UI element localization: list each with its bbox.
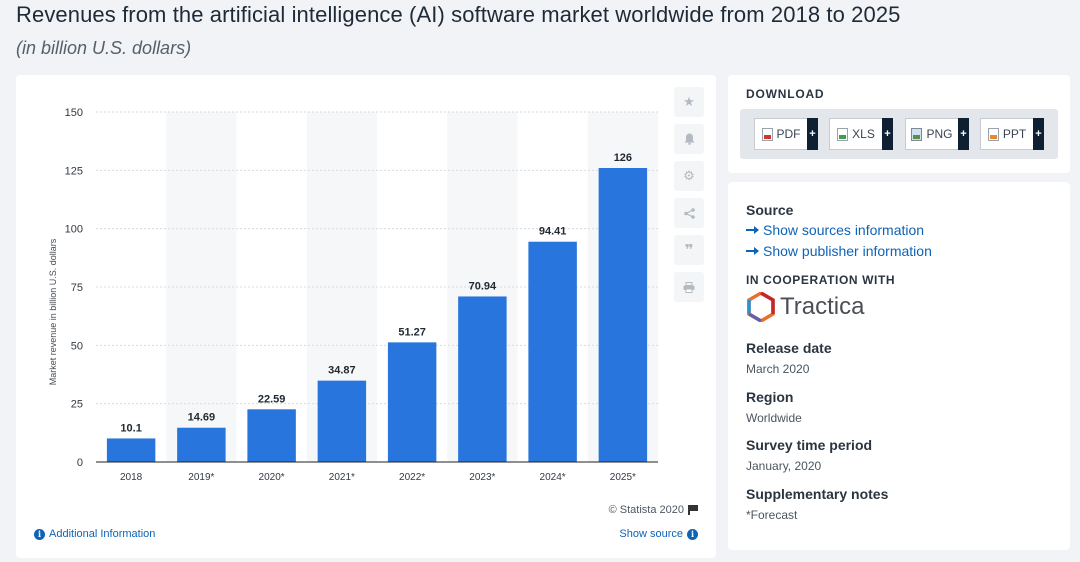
download-pdf-label: PDF <box>776 127 801 141</box>
plus-icon: + <box>882 118 893 150</box>
xls-file-icon <box>837 127 849 141</box>
show-source-label: Show source <box>619 528 683 540</box>
notification-button[interactable] <box>674 124 704 154</box>
png-file-icon <box>911 127 923 141</box>
x-tick-label: 2022* <box>399 472 425 483</box>
y-tick-label: 150 <box>65 107 83 119</box>
y-axis-label: Market revenue in billion U.S. dollars <box>48 238 58 385</box>
data-label: 126 <box>614 152 632 164</box>
download-xls-label: XLS <box>852 127 875 141</box>
info-icon: i <box>34 528 45 540</box>
cooperation-heading: IN COOPERATION WITH <box>746 273 896 287</box>
supplementary-notes-value: *Forecast <box>746 508 798 522</box>
y-tick-label: 100 <box>65 224 83 236</box>
additional-information-label: Additional Information <box>49 528 156 540</box>
data-label: 22.59 <box>258 393 286 405</box>
download-panel: DOWNLOAD PDF + XLS + PNG + <box>728 75 1070 173</box>
pdf-file-icon <box>761 127 773 141</box>
x-tick-label: 2023* <box>469 472 495 483</box>
download-ppt-label: PPT <box>1002 127 1027 141</box>
page-subtitle: (in billion U.S. dollars) <box>16 38 192 58</box>
gear-icon: ⚙ <box>683 168 695 183</box>
show-publisher-link[interactable]: Show publisher information <box>746 243 932 259</box>
quote-icon: ❞ <box>684 242 694 259</box>
x-tick-label: 2025* <box>610 472 636 483</box>
credit-text: © Statista 2020 <box>608 504 684 516</box>
flag-icon <box>688 505 698 515</box>
favorite-button[interactable]: ★ <box>674 87 704 117</box>
ppt-file-icon <box>987 127 999 141</box>
bar <box>528 241 577 462</box>
x-tick-label: 2019* <box>188 472 214 483</box>
plus-icon: + <box>1033 118 1044 150</box>
chart-credit: © Statista 2020 <box>609 504 698 516</box>
data-label: 34.87 <box>328 365 356 377</box>
download-xls-button[interactable]: XLS + <box>829 118 893 150</box>
print-icon <box>683 281 695 293</box>
plus-icon: + <box>807 118 818 150</box>
bar <box>387 342 437 462</box>
info-icon: i <box>687 528 698 540</box>
x-tick-label: 2021* <box>329 472 355 483</box>
data-label: 14.69 <box>188 412 216 424</box>
statistic-info-panel: Source Show sources information Show pub… <box>728 182 1070 550</box>
bar <box>317 380 367 462</box>
chart-card: 0 25 50 75 100 125 150 10.1 2018 14.69 2019* 22.59 2… <box>16 75 716 558</box>
arrow-right-icon <box>746 247 759 255</box>
supplementary-notes-heading: Supplementary notes <box>746 486 889 502</box>
bar <box>598 168 648 462</box>
y-tick-label: 75 <box>71 282 83 294</box>
page-title: Revenues from the artificial intelligenc… <box>16 2 901 27</box>
region-value: Worldwide <box>746 411 802 425</box>
additional-information-link[interactable]: i Additional Information <box>34 528 155 540</box>
share-icon <box>683 207 695 219</box>
bar-chart: 0 25 50 75 100 125 150 10.1 2018 14.69 2019* 22.59 2… <box>48 107 658 483</box>
show-publisher-label: Show publisher information <box>763 243 932 259</box>
bar <box>458 296 507 462</box>
y-tick-label: 0 <box>77 457 83 469</box>
bar <box>177 427 226 462</box>
show-sources-link[interactable]: Show sources information <box>746 222 924 238</box>
y-tick-label: 50 <box>71 340 83 352</box>
data-label: 94.41 <box>539 226 567 238</box>
release-date-heading: Release date <box>746 340 832 356</box>
share-button[interactable] <box>674 198 704 228</box>
download-bar: PDF + XLS + PNG + PPT + <box>740 109 1058 159</box>
bar <box>247 409 296 462</box>
data-label: 70.94 <box>469 280 497 292</box>
chart-toolbar: ★ ⚙ ❞ <box>674 87 704 309</box>
tractica-logo-icon <box>747 292 775 322</box>
partner-logo: Tractica <box>746 292 864 322</box>
plus-icon: + <box>958 118 969 150</box>
partner-name: Tractica <box>780 293 865 320</box>
y-tick-label: 125 <box>65 165 83 177</box>
show-source-link[interactable]: Show source i <box>619 528 698 540</box>
star-icon: ★ <box>683 94 695 109</box>
source-heading: Source <box>746 202 794 218</box>
data-label: 51.27 <box>398 326 426 338</box>
x-tick-label: 2024* <box>540 472 566 483</box>
region-heading: Region <box>746 389 794 405</box>
x-tick-label: 2018 <box>120 472 143 483</box>
release-date-value: March 2020 <box>746 362 810 376</box>
survey-period-heading: Survey time period <box>746 437 873 453</box>
download-png-button[interactable]: PNG + <box>905 118 969 150</box>
print-button[interactable] <box>674 272 704 302</box>
download-heading: DOWNLOAD <box>746 87 825 101</box>
show-sources-label: Show sources information <box>763 222 925 238</box>
download-ppt-button[interactable]: PPT + <box>980 118 1044 150</box>
data-label: 10.1 <box>120 422 141 434</box>
bar <box>106 438 156 462</box>
download-png-label: PNG <box>926 127 953 141</box>
cite-button[interactable]: ❞ <box>674 235 704 265</box>
x-tick-label: 2020* <box>259 472 285 483</box>
survey-period-value: January, 2020 <box>746 459 822 473</box>
bell-icon <box>684 133 694 145</box>
y-tick-label: 25 <box>71 399 83 411</box>
settings-button[interactable]: ⚙ <box>674 161 704 191</box>
download-pdf-button[interactable]: PDF + <box>754 118 818 150</box>
arrow-right-icon <box>746 226 759 234</box>
